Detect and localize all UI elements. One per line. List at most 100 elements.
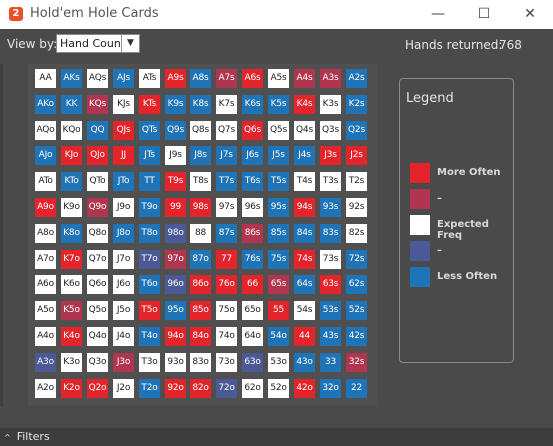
hand-cell[interactable]: 43o [294,353,315,372]
hand-cell[interactable]: T6o [139,275,160,294]
hand-cell[interactable]: Q6s [242,121,263,140]
hand-cell[interactable]: 96s [242,198,263,217]
hand-cell[interactable]: A4o [35,327,56,346]
hand-cell[interactable]: T6s [242,172,263,191]
hand-cell[interactable]: K6s [242,95,263,114]
hand-cell[interactable]: 92s [346,198,367,217]
hand-cell[interactable]: 44 [294,327,315,346]
hand-cell[interactable]: A9o [35,198,56,217]
hand-cell[interactable]: Q3o [87,353,108,372]
hand-cell[interactable]: K8o [61,224,82,243]
hand-cell[interactable]: JJ [113,146,134,165]
maximize-button[interactable]: ☐ [477,6,491,22]
hand-cell[interactable]: 55 [268,301,289,320]
hand-cell[interactable]: AA [35,69,56,88]
hand-cell[interactable]: Q5s [268,121,289,140]
hand-cell[interactable]: 72o [216,379,237,398]
hand-cell[interactable]: 85s [268,224,289,243]
hand-cell[interactable]: 72s [346,250,367,269]
chevron-down-icon[interactable]: ▼ [121,35,139,52]
hand-cell[interactable]: KQo [61,121,82,140]
hand-cell[interactable]: Q9s [165,121,186,140]
hand-cell[interactable]: 54o [268,327,289,346]
hand-cell[interactable]: AKs [61,69,82,88]
hand-cell[interactable]: KQs [87,95,108,114]
hand-cell[interactable]: 52s [346,301,367,320]
hand-cell[interactable]: 43s [320,327,341,346]
hand-cell[interactable]: A8o [35,224,56,243]
hand-cell[interactable]: T9o [139,198,160,217]
hand-cell[interactable]: AQs [87,69,108,88]
hand-cell[interactable]: 64o [242,327,263,346]
hand-cell[interactable]: 22 [346,379,367,398]
hand-cell[interactable]: T7s [216,172,237,191]
hand-cell[interactable]: KJo [61,146,82,165]
hand-cell[interactable]: 83o [190,353,211,372]
hand-cell[interactable]: J5o [113,301,134,320]
hand-cell[interactable]: K4o [61,327,82,346]
hand-cell[interactable]: J6s [242,146,263,165]
hand-cell[interactable]: 82s [346,224,367,243]
hand-cell[interactable]: J2o [113,379,134,398]
hand-cell[interactable]: 84o [190,327,211,346]
hand-cell[interactable]: K9o [61,198,82,217]
hand-cell[interactable]: J9o [113,198,134,217]
hand-cell[interactable]: QTs [139,121,160,140]
hand-cell[interactable]: T3s [320,172,341,191]
hand-cell[interactable]: 87o [190,250,211,269]
hand-cell[interactable]: K3o [61,353,82,372]
hand-cell[interactable]: 74s [294,250,315,269]
hand-cell[interactable]: K3s [320,95,341,114]
hand-cell[interactable]: QQ [87,121,108,140]
hand-cell[interactable]: K2s [346,95,367,114]
hand-cell[interactable]: A3s [320,69,341,88]
hand-cell[interactable]: T7o [139,250,160,269]
hand-cell[interactable]: Q4o [87,327,108,346]
hand-cell[interactable]: AJs [113,69,134,88]
hand-cell[interactable]: 99 [165,198,186,217]
hand-cell[interactable]: Q6o [87,275,108,294]
hand-cell[interactable]: J9s [165,146,186,165]
hand-cell[interactable]: 62s [346,275,367,294]
hand-cell[interactable]: 66 [242,275,263,294]
hand-cell[interactable]: J5s [268,146,289,165]
hand-cell[interactable]: J7o [113,250,134,269]
hand-cell[interactable]: 76s [242,250,263,269]
hand-cell[interactable]: JTs [139,146,160,165]
hand-cell[interactable]: 97o [165,250,186,269]
hand-cell[interactable]: 64s [294,275,315,294]
hand-cell[interactable]: 62o [242,379,263,398]
hand-cell[interactable]: K5s [268,95,289,114]
hand-cell[interactable]: 98s [190,198,211,217]
hand-cell[interactable]: T4o [139,327,160,346]
hand-cell[interactable]: TT [139,172,160,191]
hand-cell[interactable]: Q2o [87,379,108,398]
hand-cell[interactable]: J3s [320,146,341,165]
hand-cell[interactable]: J2s [346,146,367,165]
hand-cell[interactable]: A2o [35,379,56,398]
hand-cell[interactable]: A5s [268,69,289,88]
hand-cell[interactable]: 88 [190,224,211,243]
hand-cell[interactable]: J6o [113,275,134,294]
hand-cell[interactable]: KTo [61,172,82,191]
hand-cell[interactable]: 86o [190,275,211,294]
hand-cell[interactable]: 74o [216,327,237,346]
hand-cell[interactable]: Q8o [87,224,108,243]
hand-cell[interactable]: 52o [268,379,289,398]
hand-cell[interactable]: 82o [190,379,211,398]
hand-cell[interactable]: K7s [216,95,237,114]
hand-cell[interactable]: Q7o [87,250,108,269]
hand-cell[interactable]: 97s [216,198,237,217]
hand-cell[interactable]: T9s [165,172,186,191]
hand-cell[interactable]: KJs [113,95,134,114]
hand-cell[interactable]: Q8s [190,121,211,140]
hand-cell[interactable]: Q4s [294,121,315,140]
hand-cell[interactable]: 94s [294,198,315,217]
hand-cell[interactable]: A9s [165,69,186,88]
hand-cell[interactable]: 96o [165,275,186,294]
hand-cell[interactable]: QJs [113,121,134,140]
hand-cell[interactable]: K7o [61,250,82,269]
minimize-button[interactable]: — [431,6,445,22]
hand-cell[interactable]: 83s [320,224,341,243]
hand-cell[interactable]: T3o [139,353,160,372]
